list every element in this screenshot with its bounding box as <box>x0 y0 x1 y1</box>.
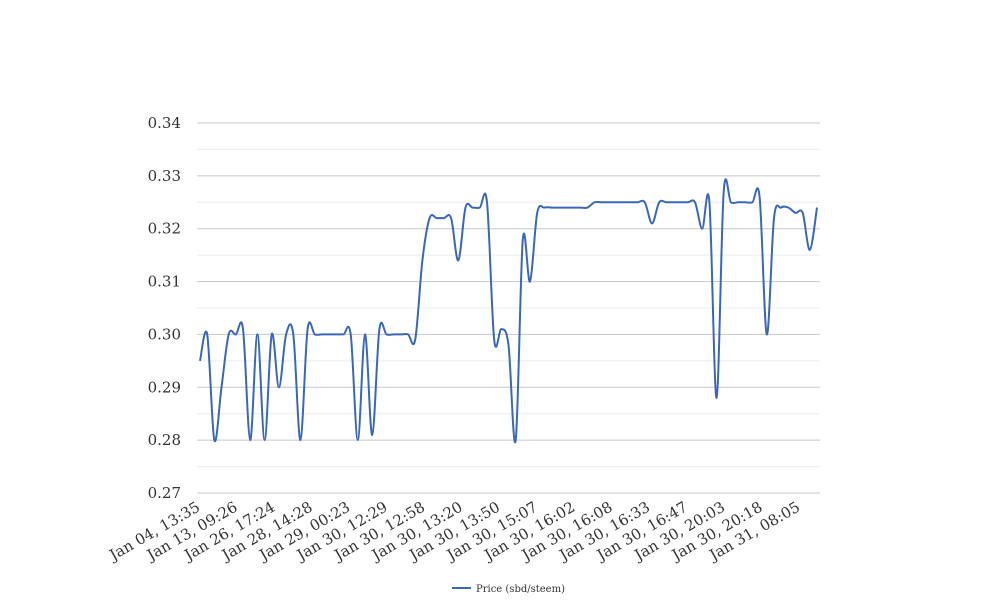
y-tick-label: 0.30 <box>148 325 181 343</box>
y-tick-label: 0.28 <box>148 431 181 449</box>
y-tick-label: 0.27 <box>148 484 181 502</box>
y-tick-label: 0.32 <box>148 220 181 238</box>
series-line-price <box>199 178 818 444</box>
y-tick-label: 0.34 <box>148 114 181 132</box>
y-axis-ticks: 0.27 0.28 0.29 0.30 0.31 0.32 0.33 0.34 <box>148 114 181 502</box>
legend-label: Price (sbd/steem) <box>476 584 565 595</box>
y-tick-label: 0.31 <box>148 273 181 291</box>
legend: Price (sbd/steem) <box>452 584 565 595</box>
y-tick-label: 0.33 <box>148 167 181 185</box>
chart-gridlines <box>197 122 820 494</box>
y-tick-label: 0.29 <box>148 378 181 396</box>
series-lines <box>199 178 818 444</box>
